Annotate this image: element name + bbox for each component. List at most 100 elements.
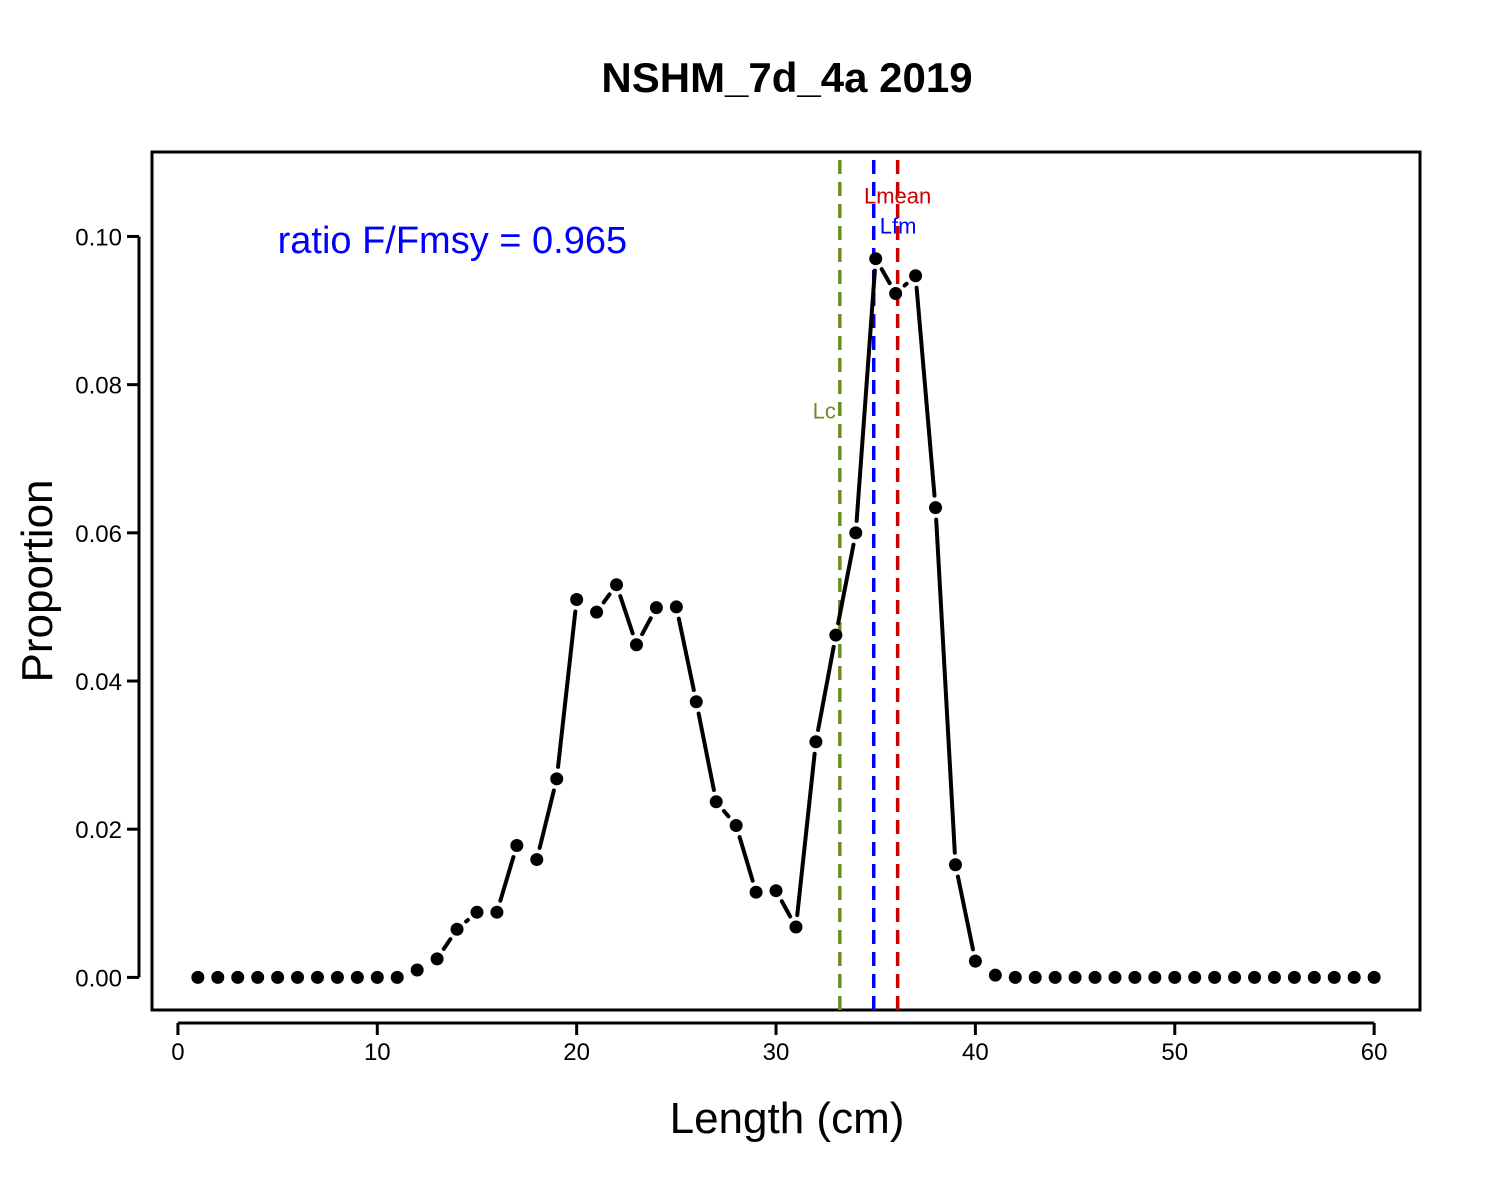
- x-tick-label: 30: [763, 1039, 790, 1066]
- x-tick-label: 50: [1161, 1039, 1188, 1066]
- data-point: [1048, 970, 1062, 984]
- data-point: [649, 601, 663, 615]
- data-point: [709, 795, 723, 809]
- data-point: [450, 922, 464, 936]
- data-point: [570, 593, 584, 607]
- data-point: [729, 819, 743, 833]
- data-point: [310, 970, 324, 984]
- data-point: [889, 287, 903, 301]
- data-point: [1008, 970, 1022, 984]
- series-segment: [464, 917, 470, 924]
- y-tick-label: 0.04: [75, 669, 122, 696]
- x-tick-label: 10: [364, 1039, 391, 1066]
- data-point: [430, 952, 444, 966]
- data-point: [251, 970, 265, 984]
- y-axis-label: Proportion: [13, 479, 62, 682]
- y-tick-label: 0.06: [75, 521, 122, 548]
- series-segment: [537, 788, 556, 850]
- series-segment: [618, 594, 635, 636]
- x-axis: 0 10 20 30 40 50 60: [171, 1021, 1388, 1066]
- data-point: [769, 884, 783, 898]
- data-point: [350, 970, 364, 984]
- data-point: [1228, 970, 1242, 984]
- x-tick-label: 0: [171, 1039, 184, 1066]
- data-point: [849, 526, 863, 540]
- data-point: [1367, 970, 1381, 984]
- x-tick-label: 40: [962, 1039, 989, 1066]
- data-point: [1108, 970, 1122, 984]
- series-segment: [779, 899, 793, 919]
- series-segment: [640, 616, 653, 637]
- series-line-group: [441, 267, 975, 952]
- series-segment: [816, 644, 836, 732]
- data-point: [988, 968, 1002, 982]
- series-segment: [498, 855, 516, 903]
- data-point: [1128, 970, 1142, 984]
- data-point: [370, 970, 384, 984]
- data-point: [490, 905, 504, 919]
- series-segment: [556, 609, 578, 769]
- ratio-annotation: ratio F/Fmsy = 0.965: [278, 220, 628, 262]
- data-point: [789, 920, 803, 934]
- data-point: [530, 853, 544, 867]
- series-segment: [676, 616, 696, 693]
- data-point: [211, 970, 225, 984]
- chart-title: NSHM_7d_4a 2019: [601, 54, 972, 101]
- series-segment: [737, 835, 755, 883]
- series-segment: [721, 808, 731, 819]
- data-point: [510, 839, 524, 853]
- series-segment: [836, 542, 856, 626]
- data-point: [909, 269, 923, 283]
- y-tick-label: 0.02: [75, 817, 122, 844]
- data-point: [829, 628, 843, 642]
- data-point: [1068, 970, 1082, 984]
- data-point: [470, 905, 484, 919]
- x-axis-label: Length (cm): [670, 1094, 905, 1143]
- data-point: [809, 735, 823, 749]
- data-point: [550, 772, 564, 786]
- series-segment: [601, 592, 612, 605]
- data-point: [590, 605, 604, 619]
- plot-frame: [150, 150, 1422, 1012]
- data-point: [390, 970, 404, 984]
- data-point: [689, 695, 703, 709]
- reference-label-lmean: Lmean: [864, 184, 931, 209]
- data-point: [1307, 970, 1321, 984]
- data-point: [231, 970, 245, 984]
- series-segment: [955, 874, 975, 952]
- data-point: [291, 970, 305, 984]
- data-point: [1168, 970, 1182, 984]
- y-tick-label: 0.10: [75, 224, 122, 251]
- reference-label-lc: Lc: [813, 399, 836, 424]
- series-points-group: [191, 252, 1381, 984]
- data-point: [749, 885, 763, 899]
- data-point: [1347, 970, 1361, 984]
- data-point: [1028, 970, 1042, 984]
- series-segment: [854, 268, 877, 523]
- data-point: [191, 970, 205, 984]
- data-point: [629, 638, 643, 652]
- data-point: [610, 578, 624, 592]
- y-tick-label: 0.00: [75, 965, 122, 992]
- data-point: [330, 970, 344, 984]
- data-point: [1188, 970, 1202, 984]
- data-point: [271, 970, 285, 984]
- x-tick-label: 60: [1361, 1039, 1388, 1066]
- data-point: [1088, 970, 1102, 984]
- data-point: [929, 501, 943, 515]
- data-point: [869, 252, 883, 266]
- y-axis: 0.00 0.02 0.04 0.06 0.08 0.10: [75, 224, 141, 992]
- series-segment: [902, 281, 909, 288]
- data-point: [948, 858, 962, 872]
- data-point: [1248, 970, 1262, 984]
- data-point: [410, 963, 424, 977]
- data-point: [1267, 970, 1281, 984]
- series-segment: [879, 267, 892, 286]
- series-segment: [914, 285, 937, 498]
- series-segment: [441, 937, 453, 951]
- data-point: [1208, 970, 1222, 984]
- data-point: [1148, 970, 1162, 984]
- data-point: [968, 954, 982, 968]
